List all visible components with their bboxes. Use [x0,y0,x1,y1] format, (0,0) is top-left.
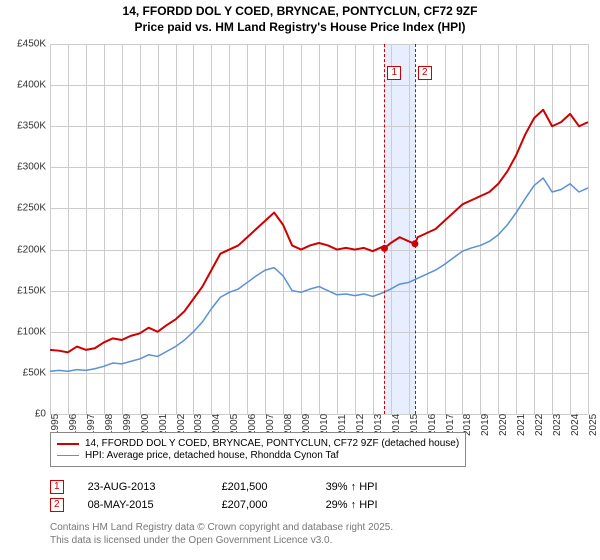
sale-diff: 29% ↑ HPI [326,499,436,511]
footnote-line: This data is licensed under the Open Gov… [50,535,393,548]
sales-row: 1 23-AUG-2013 £201,500 39% ↑ HPI [50,478,436,496]
legend-label: HPI: Average price, detached house, Rhon… [85,450,339,461]
x-tick-label: 2024 [570,414,581,436]
y-tick-label: £250K [2,203,46,214]
x-tick-label: 2025 [588,414,599,436]
y-tick-label: £50K [2,367,46,378]
plot-area: £0£50K£100K£150K£200K£250K£300K£350K£400… [50,44,588,414]
sale-marker-badge: 2 [50,498,64,512]
x-tick-label: 2020 [498,414,509,436]
x-tick-label: 2019 [480,414,491,436]
sales-row: 2 08-MAY-2015 £207,000 29% ↑ HPI [50,496,436,514]
legend-row: HPI: Average price, detached house, Rhon… [57,450,459,461]
sale-marker-line [384,44,385,414]
chart-container: 14, FFORDD DOL Y COED, BRYNCAE, PONTYCLU… [0,0,600,560]
series-line [50,178,588,371]
y-tick-label: £0 [2,409,46,420]
sale-marker-label: 2 [418,66,432,80]
line-plot [50,44,588,414]
y-tick-label: £200K [2,244,46,255]
sale-marker-label: 1 [387,66,401,80]
sale-date: 08-MAY-2015 [88,499,198,511]
footnote: Contains HM Land Registry data © Crown c… [50,522,393,547]
legend-swatch [57,443,79,445]
gridline-v [588,44,589,414]
sales-table: 1 23-AUG-2013 £201,500 39% ↑ HPI 2 08-MA… [50,478,436,514]
sale-marker-line [415,44,416,414]
sale-date: 23-AUG-2013 [88,481,198,493]
legend-row: 14, FFORDD DOL Y COED, BRYNCAE, PONTYCLU… [57,438,459,449]
sale-marker-badge: 1 [50,480,64,494]
legend-swatch [57,455,79,456]
title-line-2: Price paid vs. HM Land Registry's House … [0,20,600,36]
sale-price: £207,000 [222,499,302,511]
title-line-1: 14, FFORDD DOL Y COED, BRYNCAE, PONTYCLU… [0,4,600,20]
x-tick-label: 2021 [516,414,527,436]
y-tick-label: £300K [2,162,46,173]
series-line [50,110,588,353]
legend-label: 14, FFORDD DOL Y COED, BRYNCAE, PONTYCLU… [85,438,459,449]
y-tick-label: £150K [2,285,46,296]
x-tick-label: 2022 [534,414,545,436]
chart-title: 14, FFORDD DOL Y COED, BRYNCAE, PONTYCLU… [0,0,600,35]
sale-diff: 39% ↑ HPI [326,481,436,493]
sale-price: £201,500 [222,481,302,493]
footnote-line: Contains HM Land Registry data © Crown c… [50,522,393,535]
x-tick-label: 2023 [552,414,563,436]
legend: 14, FFORDD DOL Y COED, BRYNCAE, PONTYCLU… [50,432,466,467]
y-tick-label: £350K [2,121,46,132]
y-tick-label: £450K [2,39,46,50]
y-tick-label: £400K [2,80,46,91]
y-tick-label: £100K [2,326,46,337]
